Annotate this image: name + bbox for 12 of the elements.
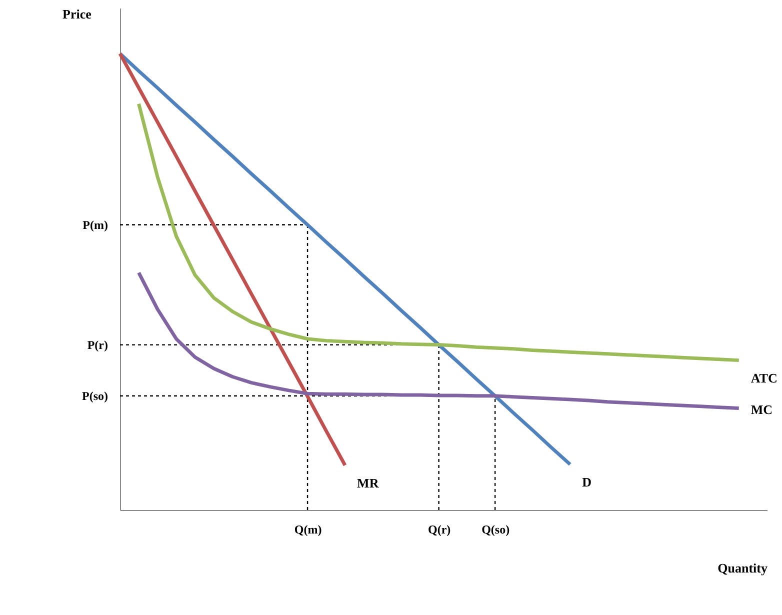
- series-label: MR: [357, 475, 380, 490]
- x-tick-label: Q(so): [482, 522, 510, 536]
- x-tick-label: Q(r): [428, 522, 451, 536]
- ref-line-label: P(r): [87, 338, 108, 352]
- series-label: ATC: [750, 370, 778, 386]
- series-label: D: [582, 474, 592, 490]
- ref-line-label: P(m): [82, 218, 108, 232]
- x-tick-label: Q(m): [294, 522, 322, 536]
- y-axis-title: Price: [62, 6, 92, 22]
- x-axis-title: Quantity: [718, 560, 768, 576]
- ref-line-label: P(so): [82, 388, 108, 403]
- series-label: MC: [750, 402, 773, 418]
